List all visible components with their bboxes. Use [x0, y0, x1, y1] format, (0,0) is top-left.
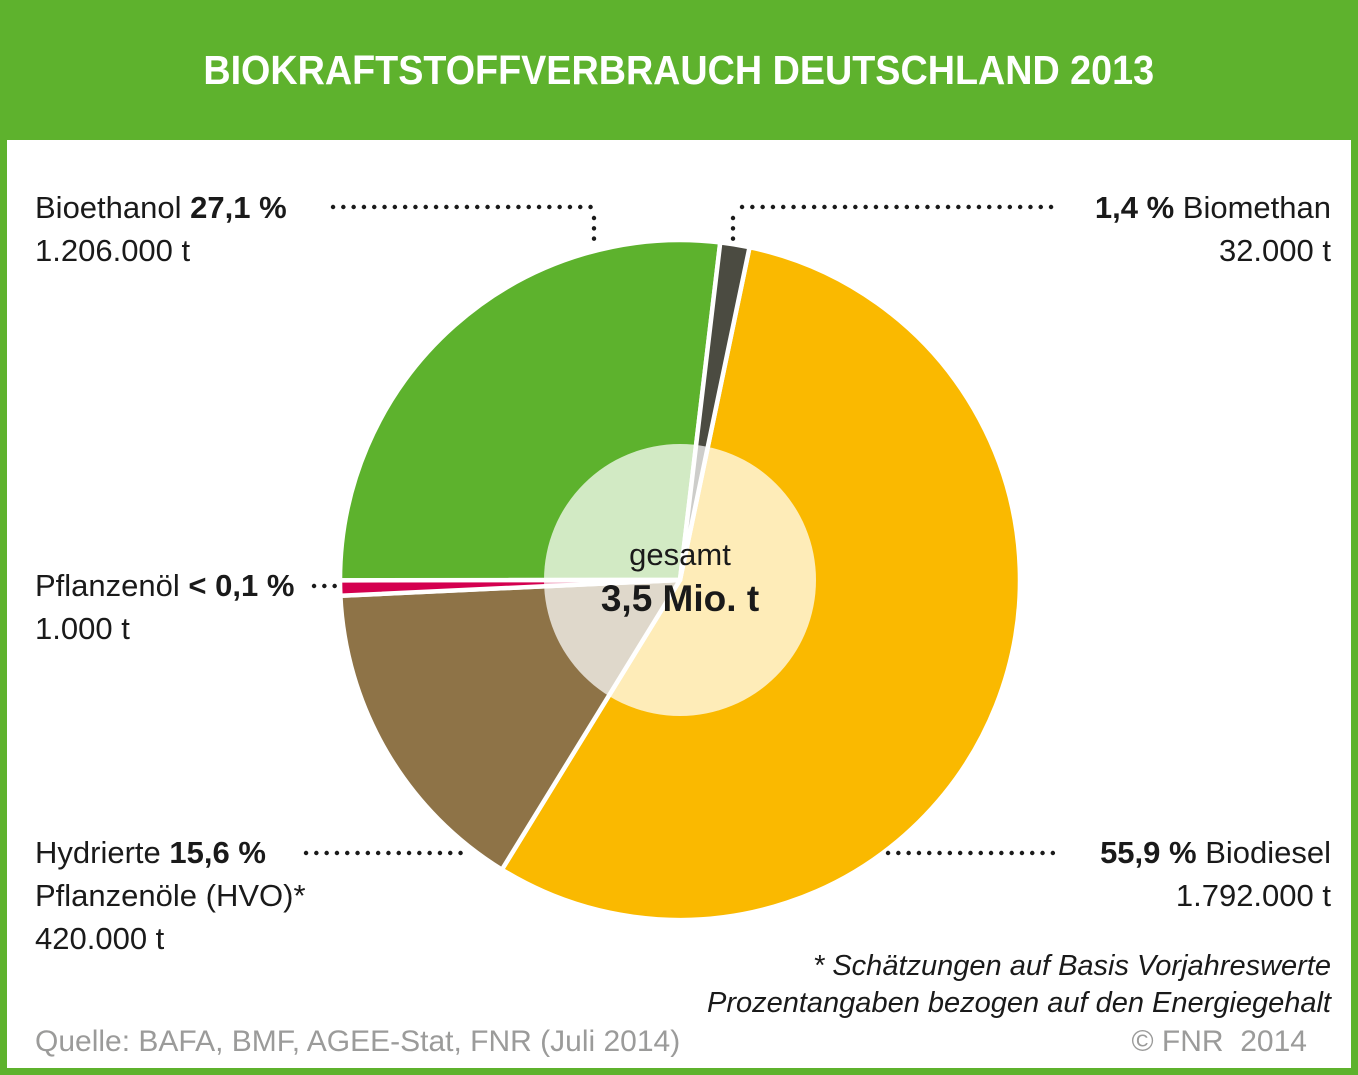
footnote-line2: Prozentangaben bezogen auf den Energiege…	[706, 987, 1331, 1019]
hvo-pct: 15,6 %	[169, 835, 266, 870]
pflanzenoel-pct: < 0,1 %	[188, 568, 295, 603]
callout-hvo-line1: Hydrierte 15,6 %	[35, 831, 306, 874]
callout-hvo: Hydrierte 15,6 % Pflanzenöle (HVO)* 420.…	[35, 831, 306, 960]
footnote-line1: * Schätzungen auf Basis Vorjahreswerte	[813, 950, 1331, 982]
biomethan-tonnage: 32.000 t	[1218, 233, 1331, 268]
pflanzenoel-tonnage: 1.000 t	[35, 611, 130, 646]
biomethan-pct: 1,4 %	[1094, 190, 1175, 225]
center-total-label: gesamt	[629, 537, 731, 572]
footnote: * Schätzungen auf Basis Vorjahreswerte P…	[707, 948, 1331, 1022]
pflanzenoel-name: Pflanzenöl	[35, 568, 189, 603]
pie-center-overlay	[544, 444, 816, 716]
callout-biodiesel-line1: 55,9 % Biodiesel	[1100, 831, 1331, 874]
callout-biomethan-line1: 1,4 % Biomethan	[1095, 186, 1331, 229]
leader-lines-group	[303, 204, 1063, 856]
bioethanol-pct: 27,1 %	[190, 190, 287, 225]
copyright-notice: © FNR 2014	[1131, 1025, 1307, 1058]
callout-biomethan: 1,4 % Biomethan 32.000 t	[1095, 186, 1331, 272]
biodiesel-name: Biodiesel	[1196, 835, 1331, 870]
callout-bioethanol: Bioethanol 27,1 % 1.206.000 t	[35, 186, 287, 272]
callout-pflanzenoel: Pflanzenöl < 0,1 % 1.000 t	[35, 564, 294, 650]
bioethanol-tonnage: 1.206.000 t	[35, 233, 191, 268]
pie-center-label: gesamt 3,5 Mio. t	[530, 534, 830, 622]
biodiesel-tonnage: 1.792.000 t	[1175, 878, 1331, 913]
hvo-name-part2: Pflanzenöle (HVO)*	[35, 878, 306, 913]
callout-biodiesel: 55,9 % Biodiesel 1.792.000 t	[1100, 831, 1331, 917]
hvo-tonnage: 420.000 t	[35, 921, 165, 956]
hvo-name-part1: Hydrierte	[35, 835, 170, 870]
bioethanol-name: Bioethanol	[35, 190, 191, 225]
header-bar: BIOKRAFTSTOFFVERBRAUCH DEUTSCHLAND 2013	[0, 0, 1358, 140]
biomethan-name: Biomethan	[1174, 190, 1331, 225]
source-credit: Quelle: BAFA, BMF, AGEE-Stat, FNR (Juli …	[35, 1025, 681, 1058]
biodiesel-pct: 55,9 %	[1100, 835, 1197, 870]
center-total-value: 3,5 Mio. t	[600, 578, 760, 619]
callout-pflanzenoel-line1: Pflanzenöl < 0,1 %	[35, 564, 294, 607]
page-title: BIOKRAFTSTOFFVERBRAUCH DEUTSCHLAND 2013	[203, 46, 1155, 93]
callout-bioethanol-line1: Bioethanol 27,1 %	[35, 186, 287, 229]
